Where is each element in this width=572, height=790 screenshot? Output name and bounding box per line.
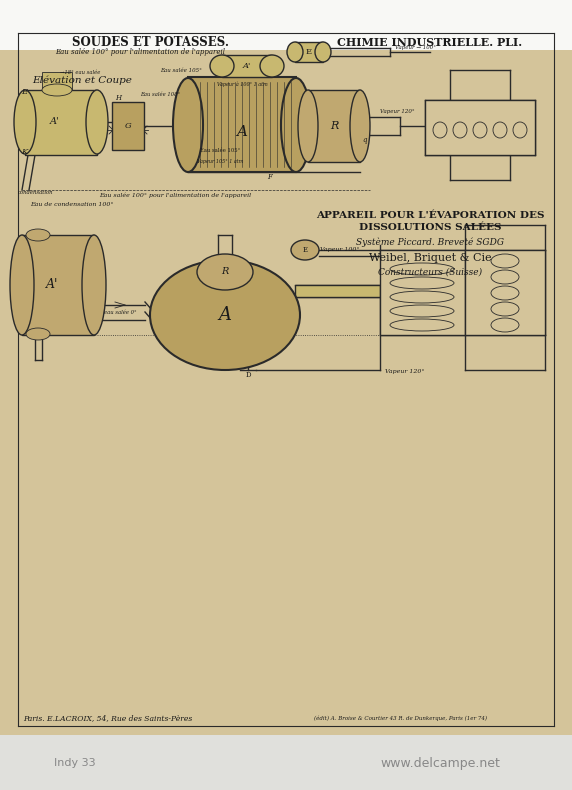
Ellipse shape	[433, 122, 447, 138]
Ellipse shape	[173, 78, 203, 172]
Bar	[295, 42, 323, 62]
Text: eau salée 0°: eau salée 0°	[104, 310, 137, 314]
Bar	[465, 250, 545, 335]
Ellipse shape	[10, 235, 34, 335]
Bar	[25, 90, 97, 155]
Text: q: q	[362, 136, 367, 144]
Ellipse shape	[453, 122, 467, 138]
Text: Système Piccard. Breveté SGDG: Système Piccard. Breveté SGDG	[356, 237, 504, 246]
Text: →18° eau salée: →18° eau salée	[60, 70, 100, 74]
Text: A: A	[236, 125, 248, 139]
Ellipse shape	[491, 286, 519, 300]
Ellipse shape	[197, 254, 253, 290]
Ellipse shape	[390, 319, 454, 331]
Text: Vapeur 120°: Vapeur 120°	[380, 110, 415, 115]
Text: SOUDES ET POTASSES.: SOUDES ET POTASSES.	[72, 36, 228, 48]
Ellipse shape	[513, 122, 527, 138]
Ellipse shape	[315, 42, 331, 62]
Text: Eau salée 100° pour l'alimentation de l'appareil: Eau salée 100° pour l'alimentation de l'…	[99, 192, 251, 198]
Ellipse shape	[350, 90, 370, 162]
Bar	[22, 235, 94, 335]
Text: Vapeur 100°: Vapeur 100°	[320, 247, 359, 253]
Text: D: D	[245, 371, 251, 379]
Text: Elévation et Coupe: Elévation et Coupe	[32, 75, 132, 85]
Text: E: E	[303, 246, 308, 254]
Text: Eau salée 105°: Eau salée 105°	[160, 67, 202, 73]
Text: (édit) A. Broise & Courtier 43 R. de Dunkerque, Paris (1er 74): (édit) A. Broise & Courtier 43 R. de Dun…	[313, 715, 487, 720]
Ellipse shape	[260, 55, 284, 77]
Text: Paris. E.LACROIX, 54, Rue des Saints-Pères: Paris. E.LACROIX, 54, Rue des Saints-Pèr…	[23, 714, 193, 722]
Text: Vapeur 105° 1 atm: Vapeur 105° 1 atm	[197, 160, 243, 164]
Text: Eau salée 100° pour l'alimentation de l'appareil: Eau salée 100° pour l'alimentation de l'…	[55, 48, 225, 56]
Bar	[0, 0, 572, 60]
Bar	[380, 250, 465, 335]
Bar	[188, 77, 296, 172]
Text: Vapeur 120°: Vapeur 120°	[385, 370, 424, 374]
Text: A': A'	[50, 118, 60, 126]
Bar	[42, 72, 72, 90]
Text: E: E	[21, 88, 27, 96]
Bar	[295, 285, 380, 297]
Ellipse shape	[150, 260, 300, 370]
Ellipse shape	[390, 291, 454, 303]
Text: Indy 33: Indy 33	[54, 758, 96, 768]
Bar	[0, 735, 572, 790]
Text: CHIMIE INDUSTRIELLE. PLI.: CHIMIE INDUSTRIELLE. PLI.	[337, 36, 523, 47]
Ellipse shape	[390, 263, 454, 275]
Ellipse shape	[390, 277, 454, 289]
Text: F: F	[268, 173, 272, 181]
Text: Weibel, Briquet & Cie: Weibel, Briquet & Cie	[369, 253, 491, 263]
Ellipse shape	[390, 305, 454, 317]
Text: R: R	[221, 268, 229, 276]
Ellipse shape	[86, 90, 108, 154]
Ellipse shape	[493, 122, 507, 138]
Text: E: E	[306, 48, 312, 56]
Text: G: G	[125, 122, 132, 130]
Bar	[222, 55, 272, 77]
Bar	[0, 735, 572, 790]
Ellipse shape	[291, 240, 319, 260]
Text: Constructeurs (Suisse): Constructeurs (Suisse)	[378, 268, 482, 276]
Ellipse shape	[281, 78, 311, 172]
Text: Eau de condensation 100°: Eau de condensation 100°	[30, 202, 113, 208]
Text: www.delcampe.net: www.delcampe.net	[380, 757, 500, 769]
Ellipse shape	[287, 42, 303, 62]
Text: Eau salée 105°: Eau salée 105°	[200, 148, 240, 152]
Text: A: A	[219, 306, 232, 324]
Text: H: H	[115, 94, 121, 102]
Text: condensation: condensation	[18, 190, 54, 194]
Text: Eau salée 108°: Eau salée 108°	[140, 92, 180, 97]
Ellipse shape	[491, 254, 519, 268]
Text: DISSOLUTIONS SALÉES: DISSOLUTIONS SALÉES	[359, 223, 501, 231]
Ellipse shape	[26, 328, 50, 340]
Text: K: K	[21, 148, 27, 156]
Ellipse shape	[14, 90, 36, 154]
Ellipse shape	[210, 55, 234, 77]
Bar	[425, 100, 535, 155]
Ellipse shape	[298, 90, 318, 162]
Ellipse shape	[491, 302, 519, 316]
Bar	[308, 90, 360, 162]
Bar	[0, 50, 572, 735]
Ellipse shape	[491, 270, 519, 284]
Text: R: R	[330, 121, 338, 131]
Text: APPAREIL POUR L'ÉVAPORATION DES: APPAREIL POUR L'ÉVAPORATION DES	[316, 210, 544, 220]
Bar	[112, 102, 144, 150]
Text: Vapeur → 100°: Vapeur → 100°	[395, 46, 436, 51]
Ellipse shape	[473, 122, 487, 138]
Ellipse shape	[82, 235, 106, 335]
Text: A': A'	[243, 62, 251, 70]
Ellipse shape	[491, 318, 519, 332]
Text: Vapeur à 100° 1 atm: Vapeur à 100° 1 atm	[217, 81, 267, 87]
Ellipse shape	[42, 84, 72, 96]
Text: A': A'	[46, 279, 58, 292]
Ellipse shape	[26, 229, 50, 241]
